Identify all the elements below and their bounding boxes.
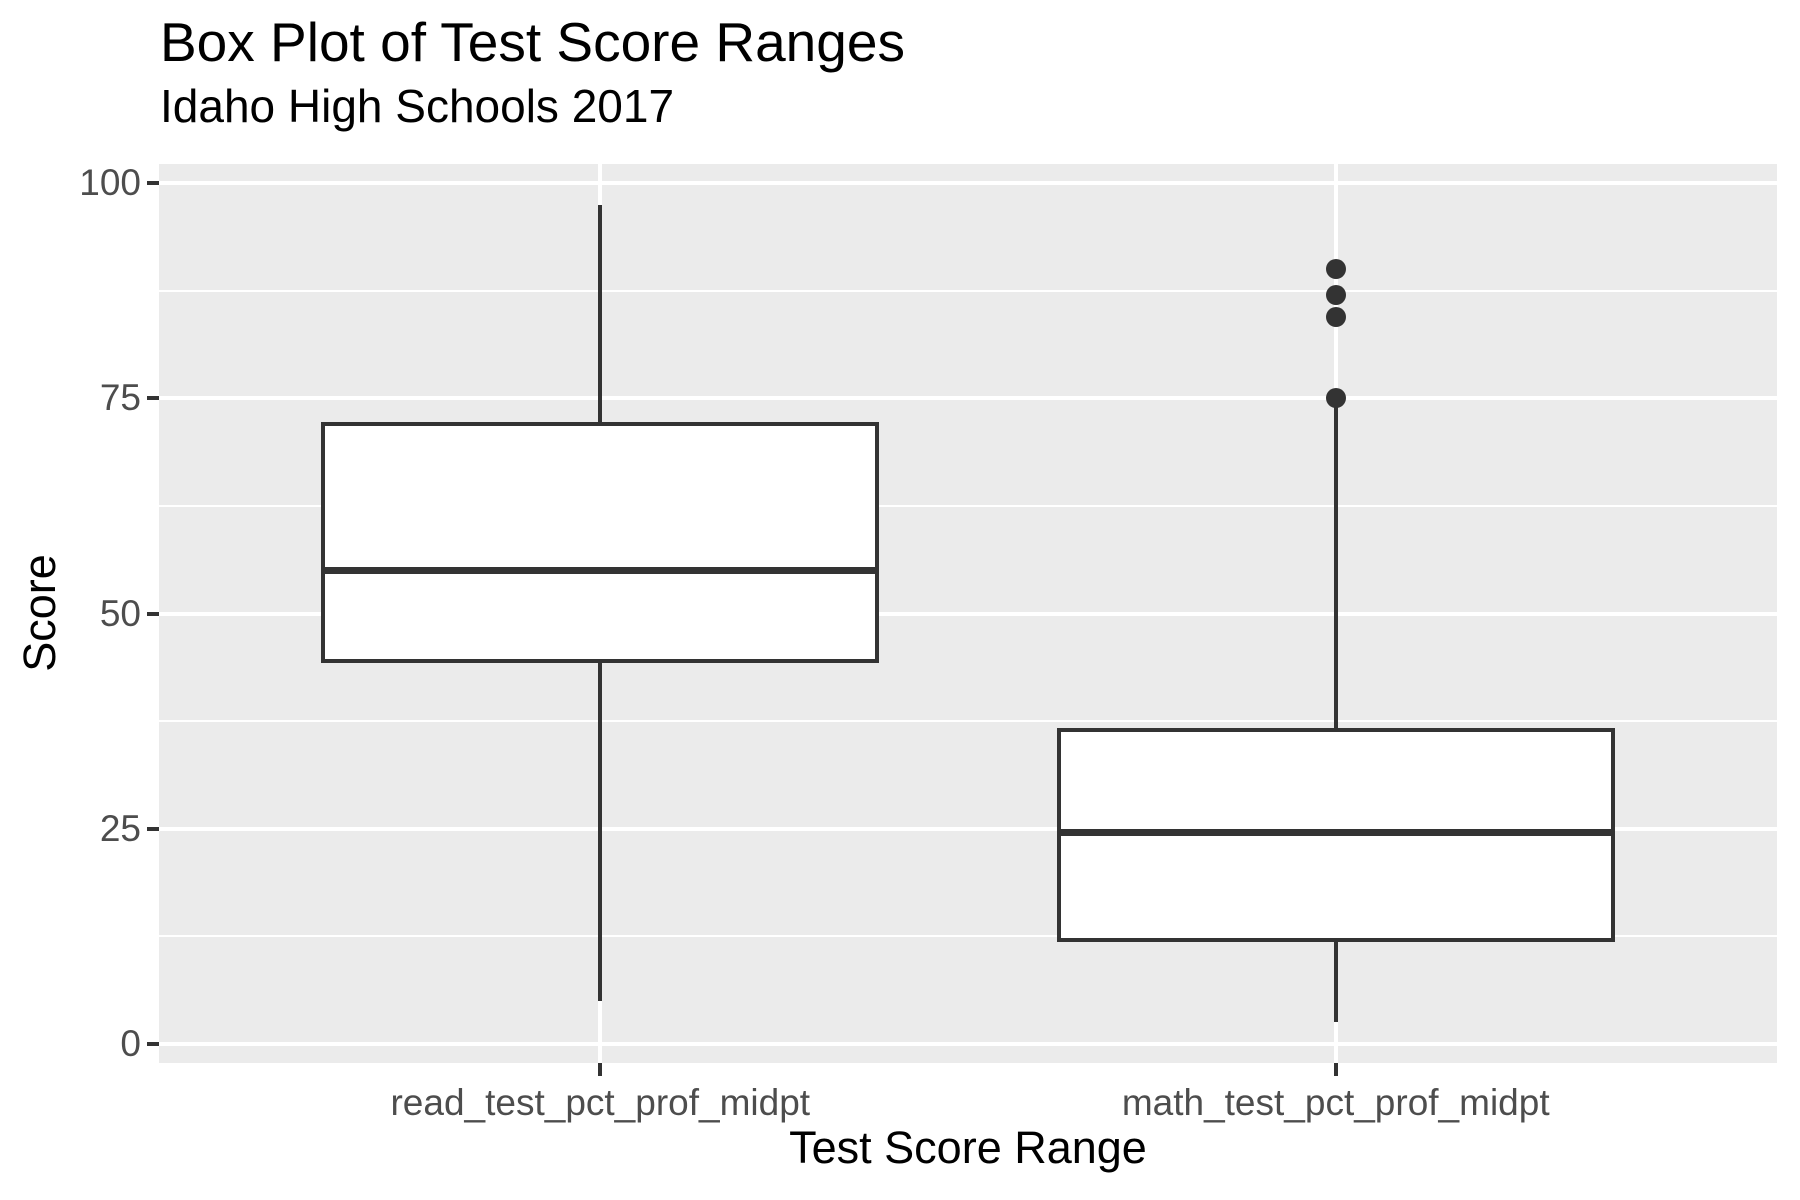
gridline-major-horizontal xyxy=(159,1041,1777,1046)
y-tick-mark xyxy=(147,1041,159,1046)
x-tick-mark xyxy=(1333,1063,1338,1076)
whisker-math_test_pct_prof_midpt xyxy=(1333,407,1338,1023)
x-tick-label: read_test_pct_prof_midpt xyxy=(390,1082,811,1123)
outlier-dot xyxy=(1325,306,1346,327)
gridline-minor-horizontal xyxy=(159,289,1777,293)
gridline-major-horizontal xyxy=(159,181,1777,186)
chart-title: Box Plot of Test Score Ranges xyxy=(160,11,905,73)
x-tick-label: math_test_pct_prof_midpt xyxy=(1121,1082,1550,1123)
box-read_test_pct_prof_midpt xyxy=(321,422,880,663)
outlier-dot xyxy=(1325,285,1346,306)
gridline-minor-horizontal xyxy=(159,719,1777,723)
gridline-minor-horizontal xyxy=(159,504,1777,508)
y-axis-title: Score xyxy=(14,554,65,672)
y-tick-label: 0 xyxy=(120,1022,141,1064)
gridline-minor-horizontal xyxy=(159,934,1777,938)
y-tick-mark xyxy=(147,826,159,831)
y-tick-mark xyxy=(147,611,159,616)
gridline-major-horizontal xyxy=(159,396,1777,401)
y-tick-label: 25 xyxy=(99,807,141,849)
outlier-dot xyxy=(1325,388,1346,409)
x-tick-mark xyxy=(598,1063,603,1076)
y-tick-mark xyxy=(147,181,159,186)
gridline-major-horizontal xyxy=(159,826,1777,831)
outlier-dot xyxy=(1325,259,1346,280)
median-math_test_pct_prof_midpt xyxy=(1056,829,1615,837)
y-tick-label: 100 xyxy=(79,162,141,204)
plot-panel xyxy=(159,164,1777,1063)
y-tick-mark xyxy=(147,396,159,401)
y-tick-label: 75 xyxy=(99,377,141,419)
median-read_test_pct_prof_midpt xyxy=(321,566,880,574)
y-tick-label: 50 xyxy=(99,592,141,634)
x-axis-title: Test Score Range xyxy=(789,1122,1147,1173)
gridline-major-horizontal xyxy=(159,611,1777,616)
chart-subtitle: Idaho High Schools 2017 xyxy=(160,80,675,132)
